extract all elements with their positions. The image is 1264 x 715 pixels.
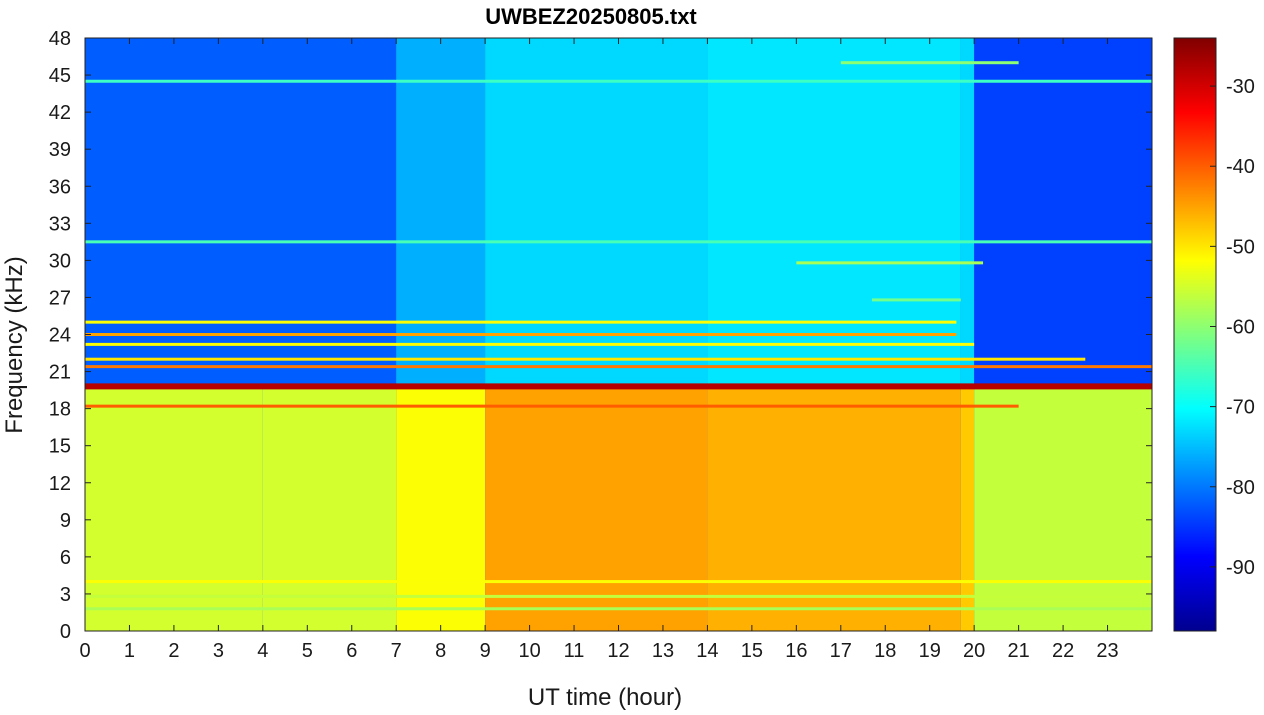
x-tick-label: 19 <box>919 640 941 662</box>
colorbar-tick-label: -90 <box>1226 557 1255 579</box>
narrowband-line <box>871 298 961 302</box>
low-band-segment <box>85 383 263 631</box>
x-tick-label: 2 <box>168 640 179 662</box>
y-tick-label: 6 <box>60 547 71 569</box>
low-band-segment <box>262 383 397 631</box>
high-band-segment <box>974 38 1152 384</box>
x-tick-label: 8 <box>435 640 446 662</box>
y-tick-label: 39 <box>49 139 71 161</box>
plot-area <box>84 37 1153 632</box>
low-band-segment <box>707 383 961 631</box>
colorbar-tick-label: -80 <box>1226 477 1255 499</box>
narrowband-line <box>85 240 1152 244</box>
narrowband-line <box>85 342 975 346</box>
chart-title: UWBEZ20250805.txt <box>485 4 697 29</box>
x-tick-label: 13 <box>652 640 674 662</box>
narrowband-line <box>85 79 1152 83</box>
x-tick-label: 0 <box>79 640 90 662</box>
x-tick-label: 23 <box>1096 640 1118 662</box>
colorbar: -90 -80 -70 -60 -50 -40 -30 <box>1173 37 1255 632</box>
x-tick-label: 6 <box>346 640 357 662</box>
x-tick-label: 20 <box>963 640 985 662</box>
narrowband-line <box>85 580 1152 584</box>
heatmap-lines <box>85 61 1152 611</box>
y-tick-label: 36 <box>49 176 71 198</box>
y-tick-label: 0 <box>60 621 71 643</box>
narrowband-line <box>85 383 1152 390</box>
x-tick-label: 4 <box>257 640 268 662</box>
y-axis-label: Frequency (kHz) <box>1 256 28 433</box>
y-tick-label: 48 <box>49 28 71 50</box>
x-tick-label: 14 <box>696 640 718 662</box>
x-axis-ticks: 0 1 2 3 4 5 6 7 8 9 10 11 12 13 14 15 16 17 18 19 20 21 22 23 <box>79 38 1119 662</box>
colorbar-tick-label: -30 <box>1226 76 1255 98</box>
x-tick-label: 12 <box>607 640 629 662</box>
x-tick-label: 16 <box>785 640 807 662</box>
x-tick-label: 9 <box>480 640 491 662</box>
narrowband-line <box>840 61 1019 65</box>
narrowband-line <box>85 404 1019 408</box>
x-tick-label: 18 <box>874 640 896 662</box>
colorbar-ticks: -90 -80 -70 -60 -50 -40 -30 <box>1210 76 1255 579</box>
x-tick-label: 1 <box>124 640 135 662</box>
high-band-segment <box>85 38 263 384</box>
narrowband-line <box>85 607 1152 611</box>
y-tick-label: 30 <box>49 250 71 272</box>
x-tick-label: 3 <box>213 640 224 662</box>
high-band-segment <box>960 38 975 384</box>
high-band-segment <box>485 38 708 384</box>
narrowband-line <box>85 594 1152 598</box>
high-band-segment <box>707 38 961 384</box>
y-tick-label: 45 <box>49 65 71 87</box>
narrowband-line <box>85 357 1086 361</box>
y-tick-label: 9 <box>60 510 71 532</box>
low-band-segment <box>960 383 975 631</box>
y-tick-label: 33 <box>49 213 71 235</box>
x-tick-label: 22 <box>1052 640 1074 662</box>
x-tick-label: 17 <box>830 640 852 662</box>
y-tick-label: 21 <box>49 362 71 384</box>
narrowband-line <box>85 333 957 336</box>
high-band-segment <box>262 38 397 384</box>
y-tick-label: 42 <box>49 102 71 124</box>
colorbar-tick-label: -40 <box>1226 156 1255 178</box>
x-tick-label: 5 <box>302 640 313 662</box>
low-band-segment <box>485 383 708 631</box>
high-band-segment <box>396 38 486 384</box>
y-tick-label: 27 <box>49 287 71 309</box>
y-tick-label: 18 <box>49 399 71 421</box>
narrowband-line <box>796 261 984 265</box>
y-tick-label: 15 <box>49 436 71 458</box>
x-tick-label: 10 <box>518 640 540 662</box>
x-tick-label: 11 <box>564 640 585 662</box>
x-tick-label: 15 <box>741 640 763 662</box>
x-tick-label: 7 <box>391 640 402 662</box>
colorbar-tick-label: -60 <box>1226 316 1255 338</box>
colorbar-tick-label: -70 <box>1226 397 1255 419</box>
narrowband-line <box>85 365 1152 369</box>
low-band-segment <box>396 383 486 631</box>
heatmap-background <box>85 38 1152 631</box>
y-tick-label: 24 <box>49 325 71 347</box>
low-band-segment <box>974 383 1152 631</box>
narrowband-line <box>85 320 957 324</box>
x-axis-label: UT time (hour) <box>528 684 682 711</box>
x-tick-label: 21 <box>1008 640 1030 662</box>
y-tick-label: 12 <box>49 473 71 495</box>
y-tick-label: 3 <box>60 584 71 606</box>
colorbar-tick-label: -50 <box>1226 236 1255 258</box>
